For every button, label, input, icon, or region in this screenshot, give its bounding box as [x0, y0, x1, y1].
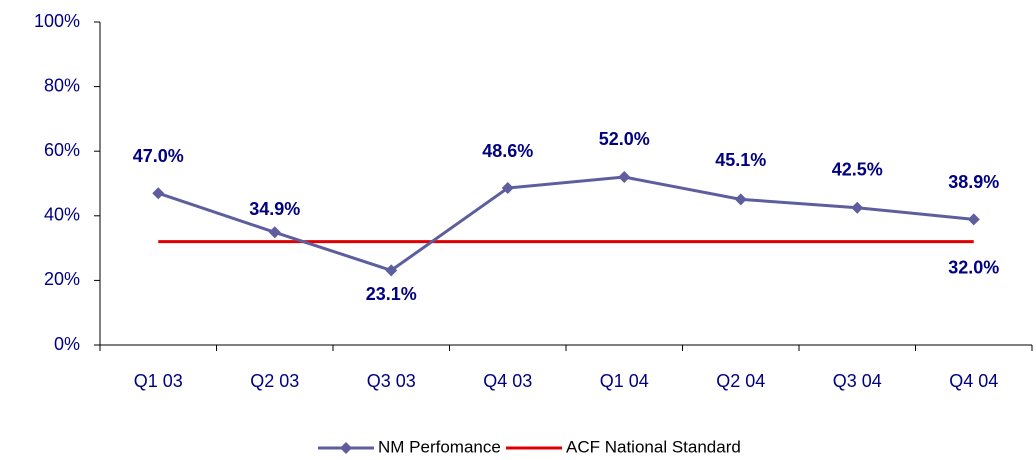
marker	[967, 213, 980, 226]
data-label: 42.5%	[832, 159, 883, 179]
x-tick-label: Q2 04	[716, 371, 765, 391]
y-tick-label: 20%	[44, 269, 80, 289]
data-label: 38.9%	[948, 172, 999, 192]
legend-label: NM Perfomance	[378, 437, 501, 456]
y-tick-label: 60%	[44, 140, 80, 160]
x-tick-label: Q2 03	[250, 371, 299, 391]
x-tick-label: Q1 04	[600, 371, 649, 391]
y-tick-label: 80%	[44, 75, 80, 95]
y-tick-label: 100%	[34, 11, 80, 31]
data-label: 48.6%	[482, 141, 533, 161]
x-tick-label: Q4 03	[483, 371, 532, 391]
marker	[268, 226, 281, 239]
y-tick-label: 0%	[54, 334, 80, 354]
x-tick-label: Q3 03	[367, 371, 416, 391]
data-label: 47.0%	[133, 146, 184, 166]
x-tick-label: Q3 04	[833, 371, 882, 391]
marker	[385, 264, 398, 277]
marker	[618, 171, 631, 184]
legend-label: ACF National Standard	[566, 437, 741, 456]
legend-marker	[340, 442, 352, 454]
data-label: 34.9%	[249, 199, 300, 219]
x-tick-label: Q4 04	[949, 371, 998, 391]
marker	[501, 182, 514, 195]
marker	[152, 187, 165, 200]
line	[157, 175, 974, 273]
data-label: 45.1%	[715, 150, 766, 170]
data-label: 32.0%	[948, 257, 999, 277]
marker	[851, 201, 864, 214]
data-label: 23.1%	[366, 284, 417, 304]
data-label: 52.0%	[599, 129, 650, 149]
x-tick-label: Q1 03	[134, 371, 183, 391]
y-tick-label: 40%	[44, 205, 80, 225]
marker	[734, 193, 747, 206]
